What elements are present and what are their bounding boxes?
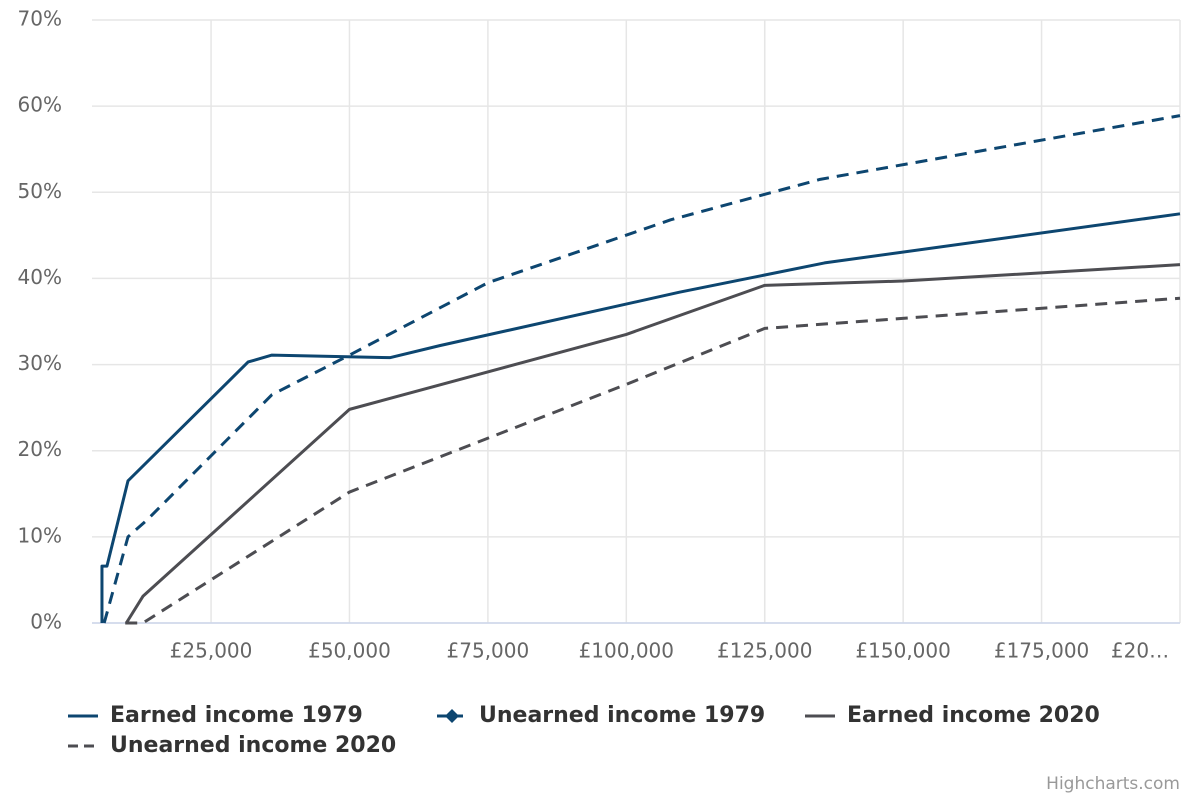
- x-tick-label: £175,000: [994, 639, 1089, 663]
- y-tick-label: 70%: [18, 7, 62, 31]
- x-tick-label: £150,000: [855, 639, 950, 663]
- legend-label: Unearned income 1979: [479, 703, 765, 728]
- series-line: [100, 212, 1181, 623]
- credit: Highcharts.com: [1046, 774, 1180, 794]
- x-tick-label: £75,000: [447, 639, 530, 663]
- series-line: [125, 296, 1181, 625]
- y-tick-label: 40%: [18, 265, 62, 289]
- y-tick-label: 30%: [18, 351, 62, 375]
- x-tick-label: £20…: [1111, 639, 1169, 663]
- y-tick-label: 50%: [18, 179, 62, 203]
- legend-label: Earned income 2020: [847, 703, 1100, 728]
- legend-label: Unearned income 2020: [110, 733, 396, 758]
- y-tick-label: 10%: [18, 523, 62, 547]
- x-tick-label: £50,000: [308, 639, 391, 663]
- y-tick-label: 0%: [30, 610, 62, 634]
- x-tick-label: £25,000: [170, 639, 253, 663]
- legend-marker: [445, 709, 459, 723]
- series-line: [102, 114, 1181, 624]
- x-tick-label: £125,000: [717, 639, 812, 663]
- legend-label: Earned income 1979: [110, 703, 363, 728]
- y-tick-label: 60%: [18, 93, 62, 117]
- y-tick-label: 20%: [18, 437, 62, 461]
- x-tick-label: £100,000: [579, 639, 674, 663]
- series-line: [125, 263, 1181, 624]
